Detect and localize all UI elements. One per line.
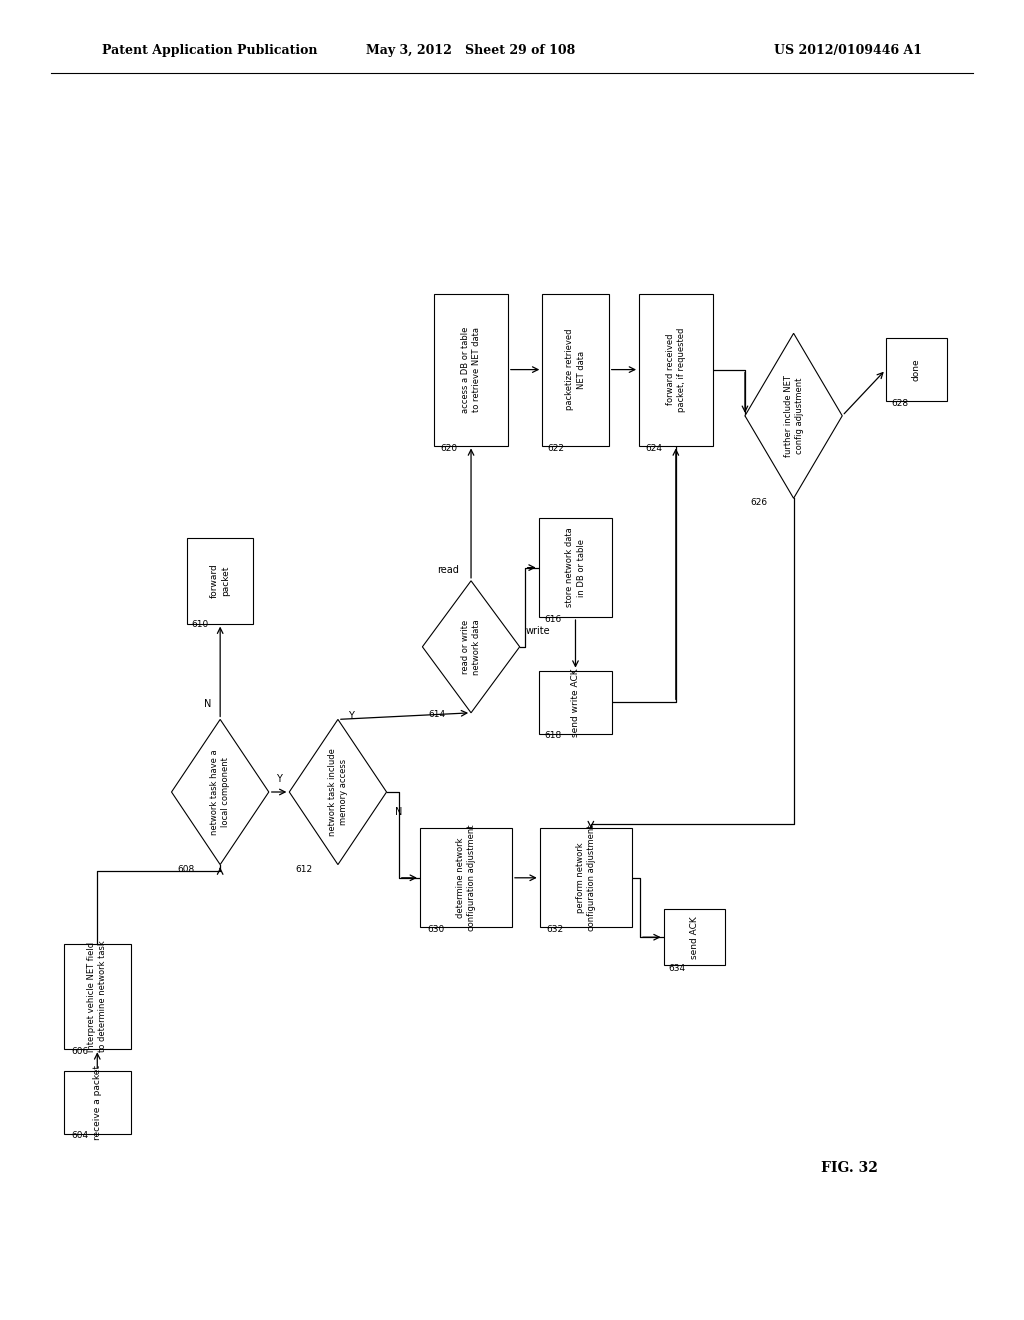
Bar xyxy=(539,519,612,618)
Polygon shape xyxy=(745,333,842,498)
Text: 626: 626 xyxy=(751,498,768,507)
Text: access a DB or table
to retrieve NET data: access a DB or table to retrieve NET dat… xyxy=(461,326,481,413)
Text: determine network
configuration adjustment: determine network configuration adjustme… xyxy=(456,825,476,931)
Bar xyxy=(63,944,131,1049)
Bar xyxy=(434,294,508,446)
Bar xyxy=(63,1071,131,1134)
Text: forward received
packet, if requested: forward received packet, if requested xyxy=(666,327,686,412)
Text: FIG. 32: FIG. 32 xyxy=(821,1162,879,1175)
Text: May 3, 2012   Sheet 29 of 108: May 3, 2012 Sheet 29 of 108 xyxy=(367,44,575,57)
Bar xyxy=(543,294,608,446)
Text: read or write
network data: read or write network data xyxy=(461,619,481,675)
Text: store network data
in DB or table: store network data in DB or table xyxy=(565,528,586,607)
Text: 606: 606 xyxy=(72,1047,89,1056)
Polygon shape xyxy=(290,719,387,865)
Text: further include NET
config adjustment: further include NET config adjustment xyxy=(783,375,804,457)
Bar xyxy=(186,539,254,623)
Text: 630: 630 xyxy=(427,925,444,935)
Bar xyxy=(639,294,713,446)
Text: 632: 632 xyxy=(547,925,564,935)
Text: Y: Y xyxy=(348,711,354,721)
Bar xyxy=(886,338,947,401)
Text: 620: 620 xyxy=(440,444,458,453)
Text: send write ACK: send write ACK xyxy=(571,668,580,737)
Text: Y: Y xyxy=(276,774,282,784)
Text: write: write xyxy=(525,626,551,636)
Bar xyxy=(540,829,632,927)
Text: N: N xyxy=(204,698,212,709)
Text: 628: 628 xyxy=(891,399,908,408)
Text: 616: 616 xyxy=(545,615,562,624)
Text: 614: 614 xyxy=(428,710,445,719)
Text: network task have a
local component: network task have a local component xyxy=(210,750,230,834)
Text: Patent Application Publication: Patent Application Publication xyxy=(102,44,317,57)
Text: 610: 610 xyxy=(191,620,209,630)
Text: forward
packet: forward packet xyxy=(210,564,230,598)
Text: N: N xyxy=(395,807,402,817)
Text: network task include
memory access: network task include memory access xyxy=(328,748,348,836)
Polygon shape xyxy=(423,581,520,713)
Bar xyxy=(420,829,512,927)
Polygon shape xyxy=(171,719,268,865)
Text: US 2012/0109446 A1: US 2012/0109446 A1 xyxy=(773,44,922,57)
Text: perform network
configuration adjustment: perform network configuration adjustment xyxy=(575,825,596,931)
Bar xyxy=(539,671,612,734)
Text: receive a packet: receive a packet xyxy=(93,1065,101,1139)
Bar xyxy=(664,909,725,965)
Text: 604: 604 xyxy=(72,1131,89,1140)
Text: send ACK: send ACK xyxy=(690,916,698,958)
Text: packetize retrieved
NET data: packetize retrieved NET data xyxy=(565,329,586,411)
Text: done: done xyxy=(912,358,921,381)
Text: 624: 624 xyxy=(645,444,663,453)
Text: 622: 622 xyxy=(548,444,565,453)
Text: 634: 634 xyxy=(669,964,686,973)
Text: 612: 612 xyxy=(295,865,312,874)
Text: 608: 608 xyxy=(177,865,195,874)
Text: 618: 618 xyxy=(545,731,562,741)
Text: read: read xyxy=(437,565,459,576)
Text: interpret vehicle NET field
to determine network task: interpret vehicle NET field to determine… xyxy=(87,941,108,1052)
